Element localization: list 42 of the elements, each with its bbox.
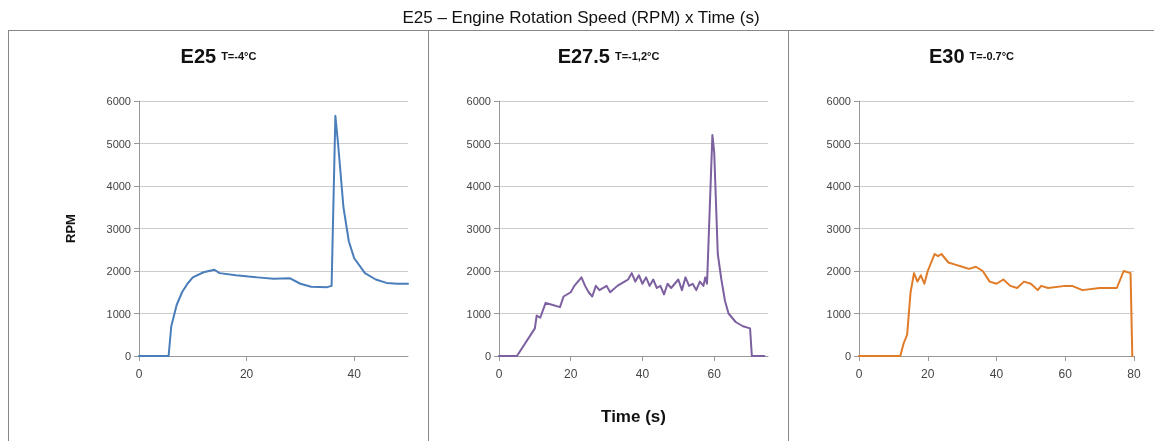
- x-tick-label: 0: [855, 367, 863, 381]
- y-tick-label: 1000: [106, 307, 131, 320]
- x-tick-label: 20: [564, 367, 578, 381]
- x-tick-label: 40: [989, 367, 1004, 381]
- y-tick-label: 4000: [826, 180, 851, 192]
- y-tick-label: 2000: [826, 265, 851, 277]
- y-tick-label: 3000: [466, 222, 491, 235]
- y-tick-label: 6000: [106, 95, 131, 107]
- text: E25 – Engine Rotation Speed (RPM) x Time (s): [401, 8, 761, 29]
- chart-title: E30: [928, 45, 965, 67]
- y-tick-label: 6000: [466, 95, 491, 107]
- y-tick-label: 0: [844, 350, 851, 362]
- y-axis-title: RPM: [63, 214, 78, 243]
- y-tick-label: 5000: [466, 137, 491, 150]
- x-tick-label: 60: [707, 367, 722, 381]
- chart-subtitle: T=-0.7°C: [969, 50, 1015, 62]
- x-tick-label: 20: [239, 367, 254, 381]
- x-tick-label: 0: [495, 367, 503, 381]
- y-tick-label: 0: [124, 350, 131, 362]
- y-tick-label: 3000: [106, 222, 131, 235]
- y-tick-label: 2000: [106, 265, 131, 277]
- x-tick-label: 0: [135, 367, 143, 381]
- chart-title: E27.5: [557, 45, 610, 67]
- y-tick-label: 4000: [466, 180, 491, 192]
- chart-subtitle: T=-1,2°C: [614, 50, 660, 62]
- y-tick-label: 5000: [826, 137, 851, 150]
- x-axis-title: Time (s): [601, 407, 666, 426]
- x-tick-label: 80: [1127, 367, 1141, 381]
- x-tick-label: 60: [1058, 367, 1073, 381]
- y-tick-label: 3000: [826, 222, 851, 235]
- chart-subtitle: T=-4°C: [221, 50, 257, 62]
- y-tick-label: 1000: [826, 307, 851, 320]
- y-tick-label: 2000: [466, 265, 491, 277]
- x-tick-label: 20: [921, 367, 935, 381]
- chart-title: E25: [180, 45, 217, 67]
- x-tick-label: 40: [635, 367, 650, 381]
- y-tick-label: 0: [484, 350, 491, 362]
- y-tick-label: 6000: [826, 95, 851, 107]
- x-tick-label: 40: [347, 367, 362, 381]
- y-tick-label: 1000: [466, 307, 491, 320]
- y-tick-label: 5000: [106, 137, 131, 150]
- y-tick-label: 4000: [106, 180, 131, 192]
